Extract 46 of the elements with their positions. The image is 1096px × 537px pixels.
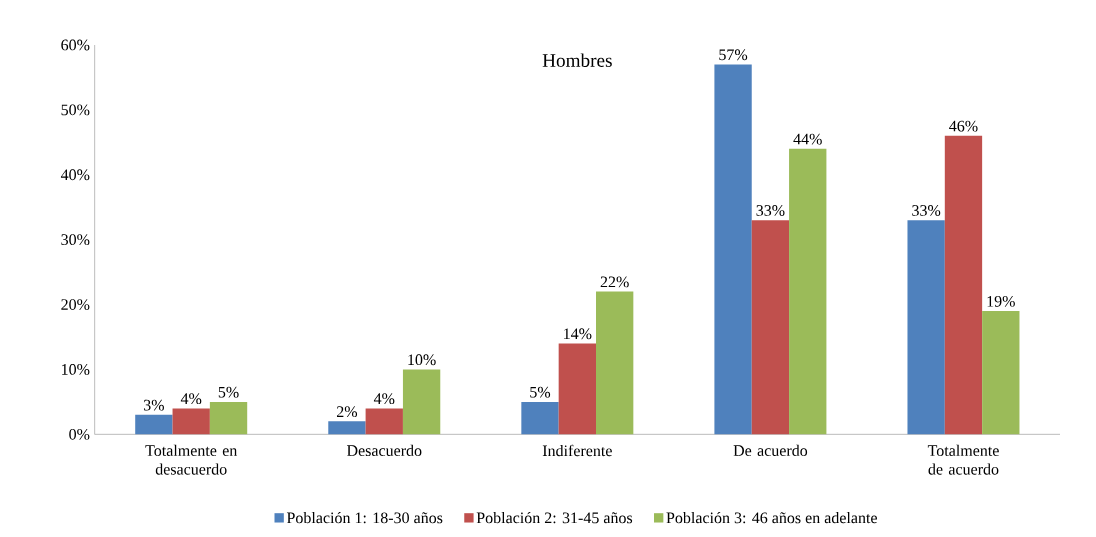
- bar: [982, 311, 1020, 435]
- x-tick-label: Desacuerdo: [346, 444, 422, 456]
- data-label: 4%: [180, 393, 202, 405]
- y-tick-label: 30%: [61, 234, 90, 246]
- bar: [209, 401, 248, 435]
- bar: [907, 220, 945, 435]
- data-label: 14%: [564, 328, 592, 340]
- bar: [714, 64, 752, 435]
- bar: [402, 369, 441, 435]
- bar: [172, 408, 210, 435]
- legend-label: Población 3: 46 años en adelante: [666, 511, 877, 524]
- legend-label: Población 1: 18-30 años: [286, 511, 443, 524]
- legend-label: Población 2: 31-45 años: [476, 511, 633, 524]
- bar: [365, 408, 403, 435]
- data-label: 5%: [218, 386, 239, 398]
- bar: [521, 401, 559, 435]
- bar: [944, 135, 983, 435]
- bar: [751, 220, 790, 435]
- bar: [558, 343, 597, 435]
- x-tick-label: Indiferente: [542, 444, 612, 457]
- data-label: 10%: [408, 354, 436, 366]
- data-label: 33%: [756, 205, 785, 216]
- data-label: 57%: [719, 49, 748, 61]
- bar: [135, 414, 173, 435]
- y-tick-label: 20%: [61, 299, 90, 310]
- data-label: 46%: [949, 120, 978, 132]
- y-tick-label: 10%: [62, 364, 90, 375]
- x-tick-label: Totalmente de acuerdo: [927, 444, 999, 475]
- x-tick-label: Totalmente en desacuerdo: [145, 444, 238, 475]
- bar: [789, 148, 827, 435]
- data-label: 19%: [987, 295, 1015, 307]
- chart-title: Hombres: [542, 53, 612, 67]
- y-tick-label: 40%: [60, 169, 90, 181]
- y-tick-label: 60%: [61, 39, 90, 51]
- y-tick-label: 50%: [61, 104, 90, 116]
- data-label: 44%: [793, 133, 822, 145]
- data-label: 3%: [143, 399, 164, 411]
- data-label: 4%: [373, 393, 395, 405]
- x-tick-label: De acuerdo: [733, 444, 808, 456]
- bar: [596, 291, 634, 435]
- data-label: 33%: [912, 205, 941, 216]
- bar: [328, 421, 366, 435]
- data-label: 2%: [336, 406, 358, 418]
- y-tick-label: 0%: [69, 428, 90, 440]
- data-label: 22%: [600, 276, 629, 288]
- data-label: 5%: [530, 386, 551, 398]
